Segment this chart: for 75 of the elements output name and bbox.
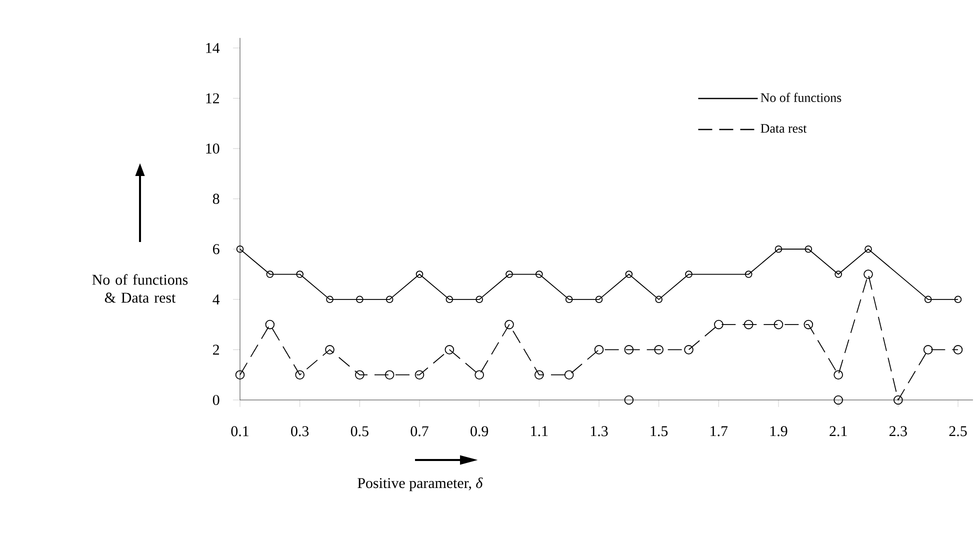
point (924, 296, 932, 304)
x-axis-title: Positive parameter, δ (358, 478, 483, 492)
y-axis-title: No of functions & Data rest (92, 274, 188, 303)
point (624, 395, 634, 405)
point (564, 370, 574, 380)
point (476, 296, 483, 304)
point (325, 345, 334, 354)
point (595, 296, 603, 304)
point (923, 345, 933, 354)
point (296, 270, 304, 278)
x-tick-label: 0.3 (291, 426, 309, 436)
y-tick-label: 0 (212, 394, 220, 406)
point (894, 395, 903, 405)
point (504, 320, 514, 330)
y-tick-label: 6 (212, 244, 220, 254)
point (804, 320, 814, 330)
point (326, 296, 334, 304)
x-tick-label: 1.9 (770, 426, 788, 436)
y-tick-label: 2 (213, 344, 219, 355)
point (266, 270, 274, 278)
point (834, 395, 843, 405)
x-tick-label: 0.1 (231, 426, 248, 436)
x-tick-label: 1.7 (710, 426, 728, 436)
point (474, 370, 484, 380)
point (295, 370, 304, 380)
x-tick-label: 1.3 (590, 426, 608, 436)
y-tick-label: 4 (212, 294, 220, 304)
point (684, 345, 694, 354)
point (834, 270, 842, 278)
legend-label: No of functions (760, 92, 842, 102)
point (685, 270, 692, 278)
x-tick-label: 2.5 (949, 426, 967, 436)
y-tick-label: 12 (206, 93, 219, 104)
y-tick-label: 14 (206, 43, 220, 53)
point (416, 270, 424, 278)
point (265, 320, 275, 330)
point (624, 345, 634, 354)
point (536, 270, 543, 278)
x-tick-label: 0.5 (350, 426, 368, 436)
x-tick-label: 0.7 (410, 426, 428, 436)
point (356, 296, 364, 304)
x-tick-label: 2.1 (830, 426, 847, 436)
point (386, 296, 394, 304)
point (625, 270, 633, 278)
point (355, 370, 364, 380)
point (953, 345, 963, 354)
point (864, 270, 873, 279)
point (506, 270, 513, 278)
y-tick-label: 10 (206, 144, 220, 154)
point (446, 296, 454, 304)
point (744, 320, 754, 330)
point (714, 320, 724, 330)
point (444, 345, 454, 354)
point (414, 370, 424, 380)
x-tick-label: 2.3 (889, 426, 907, 436)
point (655, 296, 662, 304)
x-tick-label: 1.1 (531, 426, 548, 436)
point (565, 296, 573, 304)
point (864, 245, 872, 253)
point (834, 370, 843, 380)
x-tick-label: 0.9 (470, 426, 488, 436)
point (744, 270, 752, 278)
legend-label: Data rest (760, 124, 807, 133)
point (534, 370, 544, 380)
point (654, 345, 664, 354)
y-tick-label: 8 (212, 194, 220, 204)
point (774, 320, 784, 330)
point (804, 245, 812, 253)
point (236, 245, 244, 253)
point (954, 296, 962, 304)
point (384, 370, 394, 380)
point (774, 245, 782, 253)
x-tick-label: 1.5 (650, 426, 668, 436)
point (235, 370, 245, 380)
point (594, 345, 604, 354)
